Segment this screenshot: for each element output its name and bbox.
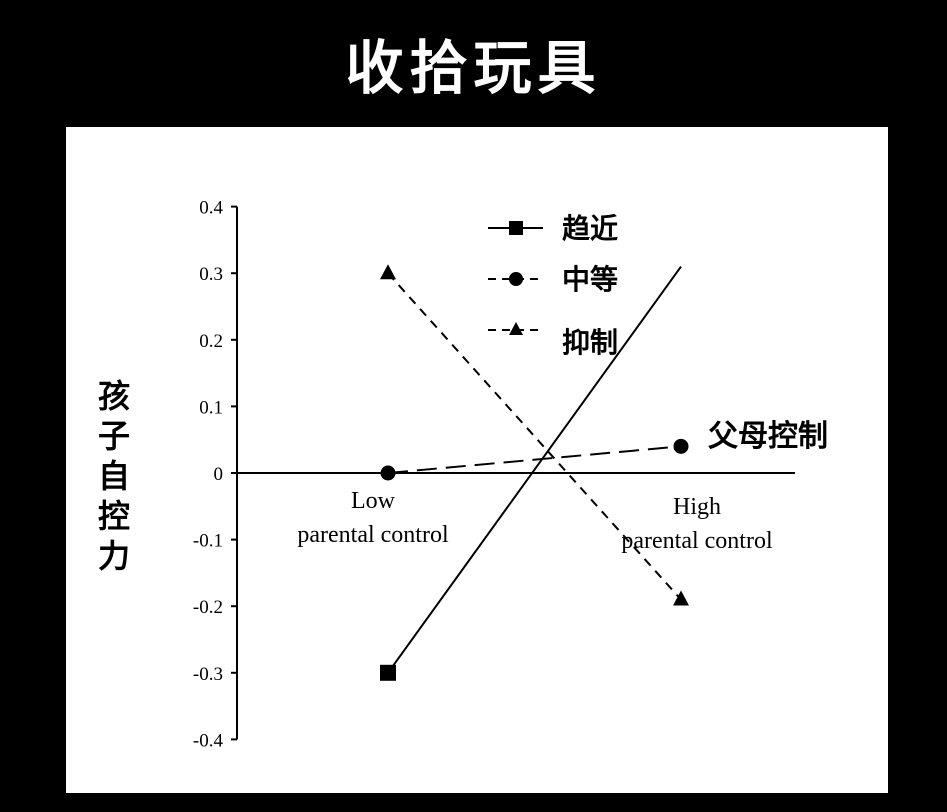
legend-label: 抑制 — [562, 326, 618, 359]
data-point-triangle — [673, 590, 689, 606]
x-axis-label: 父母控制 — [708, 419, 828, 454]
y-tick-label: -0.2 — [193, 597, 223, 618]
category-label: Low parental control — [297, 488, 449, 548]
series-line-0 — [387, 265, 682, 674]
series-line-1 — [387, 445, 682, 474]
y-tick-label: 0.4 — [199, 198, 223, 219]
category-labels: Low parental control High parental control — [297, 488, 773, 554]
data-point-square — [380, 664, 396, 681]
y-axis-label-char: 力 — [98, 537, 130, 575]
page-title: 收拾玩具 — [345, 34, 602, 102]
legend-marker-circle — [509, 272, 523, 286]
data-point-circle — [673, 438, 689, 454]
category-label-line: parental control — [297, 522, 449, 548]
y-axis-label: 孩子自控力 — [98, 377, 130, 575]
y-axis-label-char: 自 — [98, 457, 130, 495]
y-axis-label-text: 孩子自控力 — [98, 377, 130, 575]
y-axis-label-char: 子 — [98, 417, 130, 455]
y-tick-label: 0.1 — [199, 397, 223, 418]
category-label-line: High — [673, 494, 721, 520]
chart-axes — [236, 206, 795, 740]
y-ticks: 0.4 0.3 0.2 0.1 0 -0.1 -0.2 -0.3 -0.4 — [193, 198, 237, 751]
y-tick-label: 0 — [214, 464, 224, 485]
series-group — [380, 264, 689, 681]
data-point-triangle — [380, 264, 396, 280]
y-axis-label-char: 控 — [98, 497, 130, 535]
legend-marker-triangle — [509, 322, 523, 335]
y-tick-label: -0.1 — [193, 531, 223, 552]
y-tick-label: 0.2 — [199, 331, 223, 352]
legend-label: 趋近 — [562, 212, 618, 245]
legend-label: 中等 — [562, 263, 618, 296]
y-axis-label-char: 孩 — [98, 377, 130, 415]
y-tick-label: -0.3 — [193, 664, 223, 685]
y-tick-label: 0.3 — [199, 264, 223, 285]
chart-panel — [66, 127, 888, 793]
data-point-circle — [380, 465, 396, 481]
category-label-line: parental control — [621, 528, 773, 554]
legend-marker-square — [509, 221, 523, 235]
y-tick-label: -0.4 — [193, 730, 224, 751]
category-label: High parental control — [621, 494, 773, 554]
category-label-line: Low — [351, 488, 396, 514]
